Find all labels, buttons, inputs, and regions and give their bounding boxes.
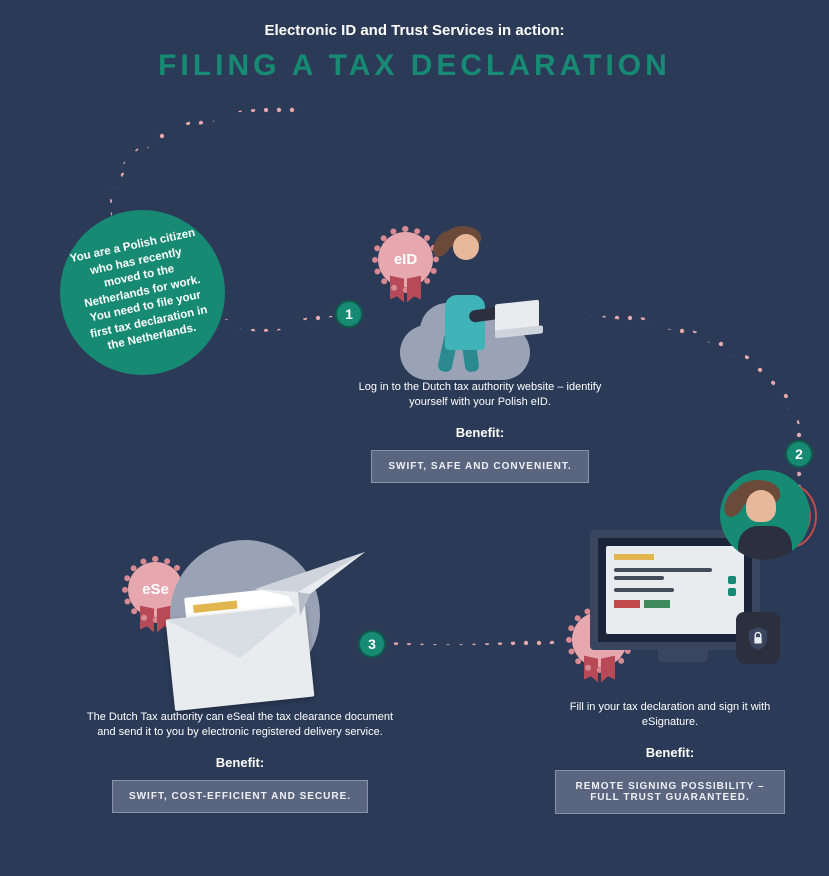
page-title: FILING A TAX DECLARATION <box>0 49 829 83</box>
illustration-envelope <box>140 540 360 720</box>
step-1-block: Log in to the Dutch tax authority websit… <box>340 380 620 483</box>
intro-text: You are a Polish citizen who has recentl… <box>68 226 217 359</box>
avatar-icon <box>720 470 810 560</box>
step-2-block: Fill in your tax declaration and sign it… <box>555 700 785 814</box>
step-1-benefit-label: Benefit: <box>340 425 620 440</box>
step-3-benefit: SWIFT, COST-EFFICIENT AND SECURE. <box>112 780 368 813</box>
step-3-benefit-label: Benefit: <box>80 755 400 770</box>
step-3-block: The Dutch Tax authority can eSeal the ta… <box>80 710 400 813</box>
intro-circle: You are a Polish citizen who has recentl… <box>45 195 241 391</box>
step-2-benefit: REMOTE SIGNING POSSIBILITY – FULL TRUST … <box>555 770 785 814</box>
step-badge-3: 3 <box>358 630 386 658</box>
subtitle: Electronic ID and Trust Services in acti… <box>0 22 829 39</box>
step-1-desc: Log in to the Dutch tax authority websit… <box>340 380 620 411</box>
step-badge-2: 2 <box>785 440 813 468</box>
lock-shield-icon <box>736 612 780 664</box>
step-1-benefit: SWIFT, SAFE AND CONVENIENT. <box>371 450 588 483</box>
step-3-desc: The Dutch Tax authority can eSeal the ta… <box>80 710 400 741</box>
illustration-person-laptop <box>380 230 560 390</box>
paper-plane-icon <box>250 544 370 624</box>
step-2-desc: Fill in your tax declaration and sign it… <box>555 700 785 731</box>
header: Electronic ID and Trust Services in acti… <box>0 0 829 83</box>
step-2-benefit-label: Benefit: <box>555 745 785 760</box>
step-badge-1: 1 <box>335 300 363 328</box>
illustration-monitor <box>560 470 810 670</box>
